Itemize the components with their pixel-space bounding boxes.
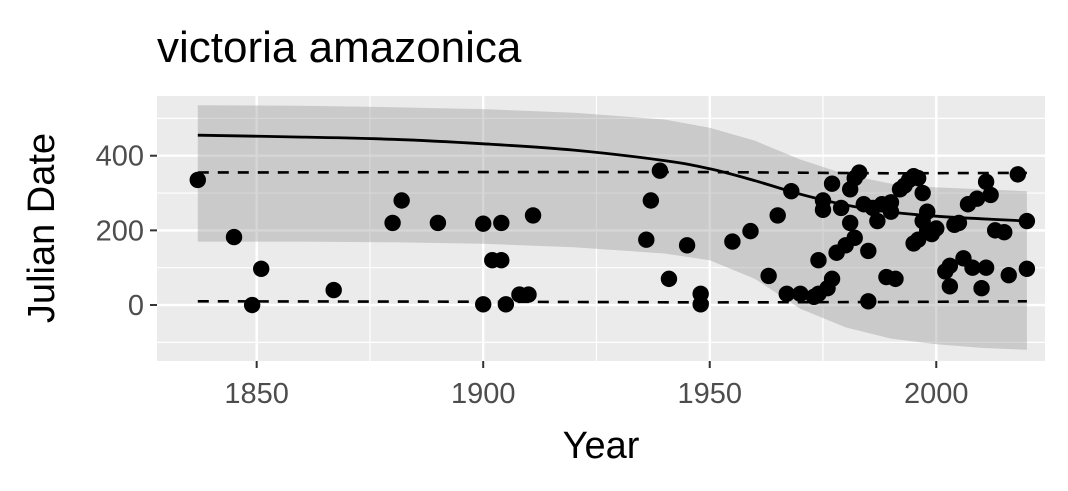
data-point [851,164,868,181]
data-point [253,260,270,278]
data-point [520,286,537,303]
data-point [778,285,795,303]
data-point [1009,166,1027,183]
reference-lines-layer [197,170,1027,304]
x-tick-label: 2000 [904,378,969,410]
data-point [919,203,936,220]
data-point [783,182,800,200]
data-point [823,270,841,288]
data-point [977,259,995,276]
data-point [810,252,827,269]
data-point [832,199,850,217]
data-point [429,214,447,232]
x-axis: 1850 1900 1950 2000 [224,361,969,410]
data-point [678,237,696,254]
data-point [1000,266,1017,284]
data-point [325,281,342,299]
data-point [909,169,927,187]
data-point [860,242,877,260]
data-point [742,222,759,240]
panel-background [157,96,1045,361]
data-point [642,192,660,209]
data-point [493,214,510,232]
chart-title: victoria amazonica [157,23,522,72]
data-point [869,212,886,230]
data-point [638,231,655,248]
y-tick-label: 200 [96,215,144,247]
data-point [651,162,669,179]
data-point [977,173,995,191]
y-tick-label: 400 [96,141,144,173]
data-point [846,229,863,247]
data-point [189,171,206,189]
data-point [1018,212,1036,230]
x-tick-label: 1900 [451,378,516,410]
y-tick-label: 0 [128,290,144,322]
x-tick-label: 1950 [677,378,742,410]
data-point [887,270,904,288]
data-point [814,192,832,209]
data-point [493,252,510,269]
data-point [475,215,492,232]
data-point [384,214,401,232]
y-axis: 0 200 400 [96,141,157,322]
data-point [982,186,999,204]
data-point [996,224,1013,241]
data-point [660,270,678,288]
data-point [914,184,931,202]
data-point [692,296,709,313]
data-point [475,296,492,313]
plot-panel [157,96,1045,361]
lower-dashed-line [197,300,1027,304]
x-axis-title: Year [563,425,640,467]
data-point [792,285,809,303]
data-point [393,192,410,209]
data-point [860,293,877,310]
data-point [941,278,959,295]
data-point [497,296,515,313]
data-point [524,207,542,224]
data-point [243,296,261,314]
data-point [769,207,786,224]
data-point [882,203,900,220]
points-layer [189,162,1036,314]
data-point [941,257,959,275]
data-point [968,190,986,207]
data-point [973,280,990,297]
x-tick-label: 1850 [224,378,289,410]
data-point [964,259,981,276]
data-point [841,214,859,232]
data-point [225,228,243,246]
data-point [760,267,777,285]
data-point [928,220,945,237]
data-point [1018,260,1036,278]
y-axis-title: Julian Date [21,133,63,323]
data-point [724,233,741,250]
upper-dashed-line [197,170,1027,175]
data-point [823,175,841,192]
data-point [950,214,968,232]
